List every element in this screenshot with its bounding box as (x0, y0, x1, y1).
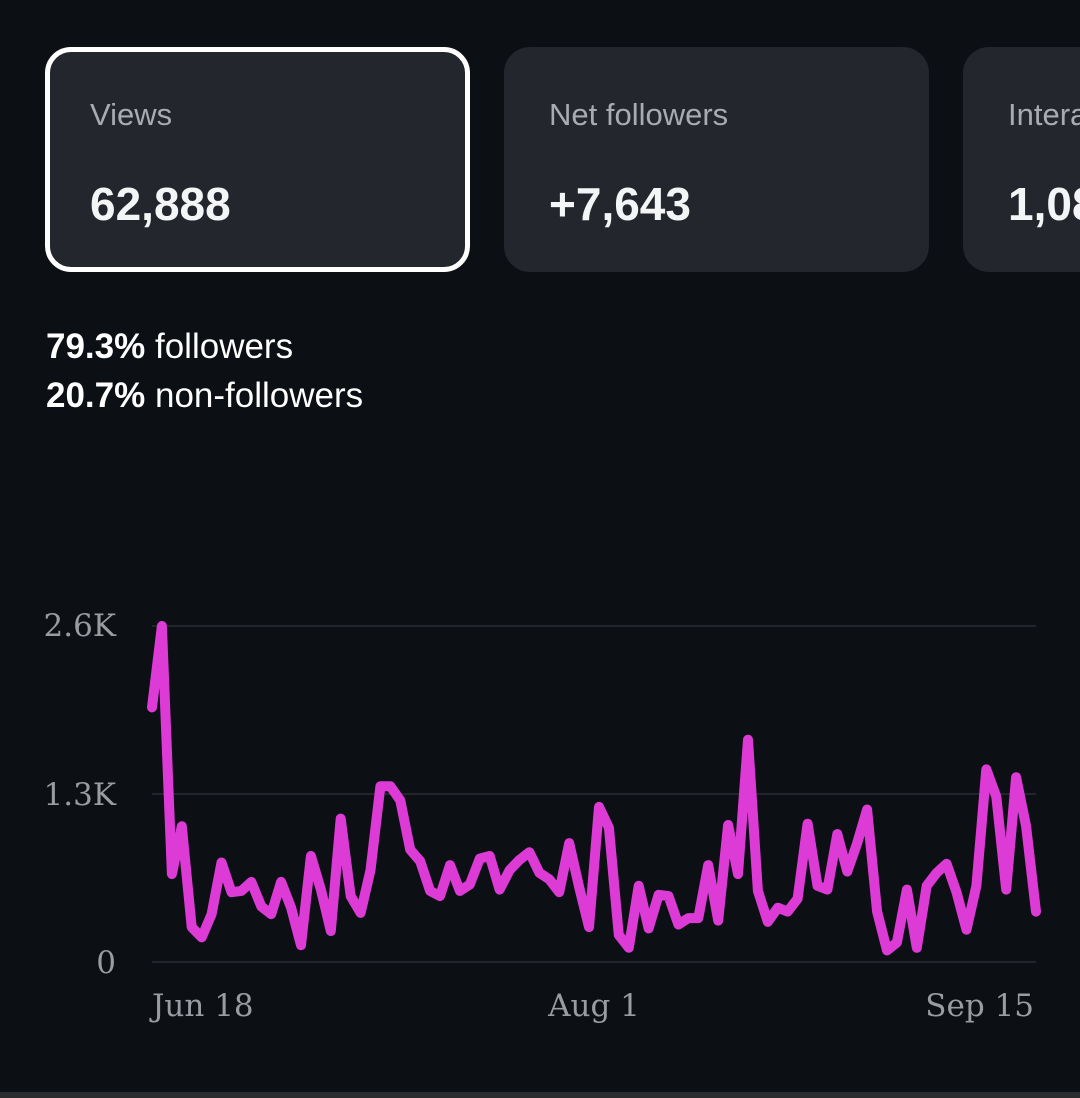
x-tick-label-middle: Aug 1 (547, 988, 640, 1024)
metric-cards-row: Views 62,888 Net followers +7,643 Intera… (0, 0, 1080, 300)
interactions-card-value: 1,08 (1008, 178, 1080, 230)
followers-percent: 79.3% (46, 327, 146, 366)
followers-label: followers (154, 327, 294, 366)
views-card-value: 62,888 (90, 178, 231, 230)
y-tick-label-bottom: 0 (96, 945, 116, 981)
y-tick-label-top: 2.6K (44, 608, 117, 644)
interactions-card[interactable]: Interactions 1,08 (963, 47, 1080, 272)
non-followers-label: non-followers (154, 376, 364, 415)
y-tick-label-middle: 1.3K (44, 777, 117, 813)
views-series-line (147, 621, 1041, 956)
views-line-chart: 2.6K 1.3K 0 Jun 18 Aug 1 Sep 15 (44, 608, 1041, 1024)
views-series-points (151, 625, 1037, 951)
followers-row: 79.3% followers (46, 322, 363, 371)
audience-breakdown: 79.3% followers 20.7% non-followers (46, 322, 363, 420)
views-card-label: Views (90, 97, 173, 132)
net-followers-card-value: +7,643 (549, 178, 691, 230)
interactions-card-label: Interactions (1008, 97, 1080, 132)
net-followers-card-label: Net followers (549, 97, 729, 132)
non-followers-row: 20.7% non-followers (46, 371, 363, 420)
net-followers-card[interactable]: Net followers +7,643 (504, 47, 929, 272)
non-followers-percent: 20.7% (46, 376, 146, 415)
views-card[interactable]: Views 62,888 (45, 47, 470, 272)
x-tick-label-end: Sep 15 (925, 988, 1034, 1024)
x-tick-label-start: Jun 18 (149, 988, 254, 1024)
bottom-divider (0, 1092, 1080, 1098)
